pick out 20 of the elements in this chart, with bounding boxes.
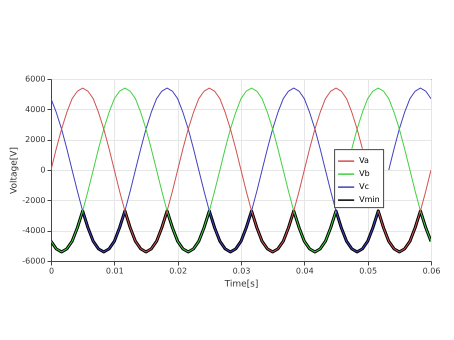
y-tick-label: -2000 bbox=[22, 196, 46, 205]
legend-label: Va bbox=[359, 156, 369, 166]
y-tick-label: 6000 bbox=[25, 74, 46, 84]
y-tick-label: 2000 bbox=[25, 135, 46, 144]
y-axis-title: Voltage[V] bbox=[9, 147, 20, 194]
x-tick-label: 0.04 bbox=[296, 266, 314, 276]
x-tick-label: 0.05 bbox=[359, 266, 378, 276]
legend-label: Vb bbox=[359, 169, 370, 178]
x-axis-title: Time[s] bbox=[224, 280, 258, 290]
x-tick-label: 0 bbox=[48, 266, 54, 276]
legend-label: Vc bbox=[359, 182, 369, 192]
y-tick-label: -6000 bbox=[22, 256, 46, 266]
x-tick-label: 0.03 bbox=[232, 266, 250, 276]
x-tick-label: 0.06 bbox=[422, 266, 440, 276]
legend-label: Vmin bbox=[359, 195, 380, 204]
x-tick-label: 0.01 bbox=[106, 266, 124, 276]
y-tick-label: 0 bbox=[40, 166, 46, 174]
y-tick-label: -4000 bbox=[22, 226, 46, 236]
y-tick-label: 4000 bbox=[25, 104, 46, 114]
x-tick-label: 0.02 bbox=[169, 266, 188, 276]
